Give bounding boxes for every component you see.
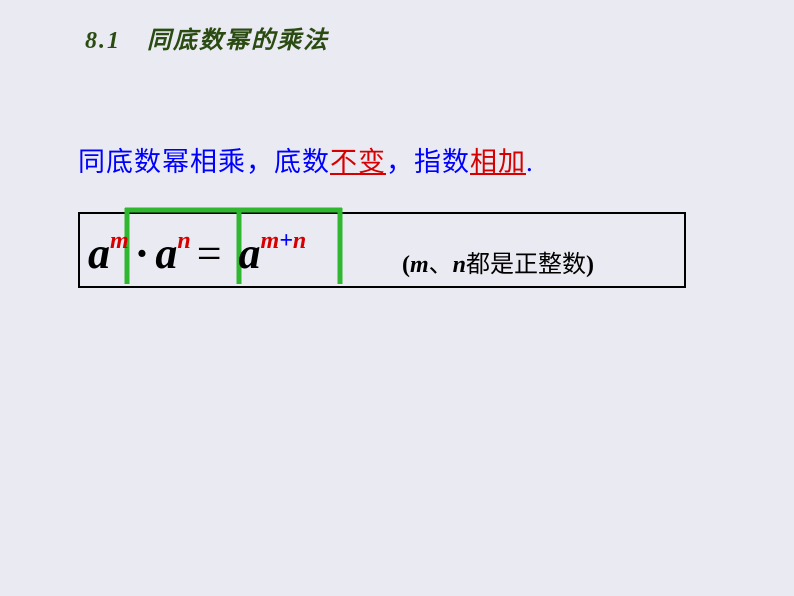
rule-sentence: 同底数幂相乘，底数不变，指数相加. [78,140,534,179]
formula: am·an= am+n [88,228,306,279]
slide-header: 8.1 同底数幂的乘法 [85,20,329,55]
rule-highlight1: 不变 [330,147,386,177]
rule-part1: 同底数幂相乘， [78,147,274,177]
formula-exp-n: n [177,228,190,254]
cond-lparen: ( [402,252,410,278]
formula-exp-mn-plus: + [279,228,293,254]
formula-exp-mn: m+n [261,228,307,254]
cond-m: m [410,252,429,278]
cond-sep: 、 [429,252,453,278]
formula-exp-m: m [110,228,129,254]
rule-part2: 底数 [274,147,330,177]
section-title: 同底数幂的乘法 [147,28,329,54]
formula-box: am·an= am+n (m、n都是正整数) [78,212,686,288]
formula-a3: a [239,229,261,278]
cond-n: n [453,252,466,278]
rule-highlight2: 相加 [470,147,526,177]
cond-text: 都是正整数 [466,252,586,278]
rule-comma: ， [386,147,414,177]
formula-a2: a [155,229,177,278]
formula-condition: (m、n都是正整数) [402,244,594,279]
rule-part3: 指数 [414,147,470,177]
formula-eq: = [197,229,222,278]
section-number: 8.1 [85,28,121,54]
cond-rparen: ) [586,252,594,278]
formula-exp-mn-m: m [261,228,280,254]
formula-exp-mn-n: n [293,228,306,254]
rule-period: . [526,147,534,177]
formula-a1: a [88,229,110,278]
slide: 8.1 同底数幂的乘法 同底数幂相乘，底数不变，指数相加. am·an= am+… [0,0,794,596]
formula-dot: · [135,229,150,278]
